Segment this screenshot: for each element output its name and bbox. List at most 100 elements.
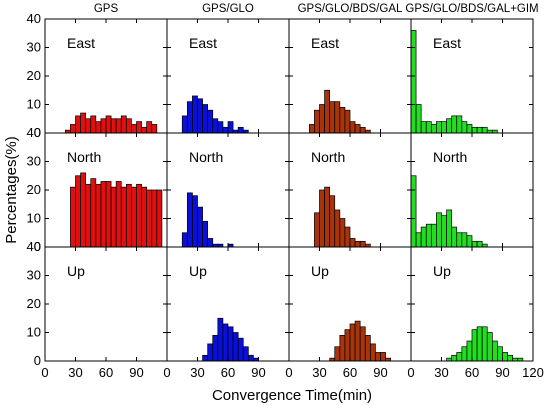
bar-c2-r2-b9 [334, 346, 341, 362]
x-tick-label: 30 [312, 365, 326, 380]
y-tick-label: 0 [34, 353, 41, 368]
y-tick-label: 0 [34, 239, 41, 254]
bar-c3-r1-b13 [476, 240, 483, 248]
bar-c2-r2-b10 [339, 335, 346, 362]
panel-label-up: Up [189, 263, 207, 279]
bar-c3-r0-b6 [441, 121, 447, 134]
bar-c0-r0-b5 [70, 124, 76, 134]
panel-label-east: East [189, 35, 217, 51]
panel-c3-r2: 0 30 60 90 120 Up [407, 246, 544, 380]
bar-c1-r2-b10 [217, 317, 224, 362]
bar-c1-r0-b10 [217, 121, 224, 134]
bar-c3-r0-b2 [420, 121, 427, 134]
bar-c3-r1-b11 [466, 235, 473, 248]
bar-c1-r2-b13 [232, 332, 239, 362]
y-tick-label: 10 [27, 211, 41, 226]
bar-c2-r2-b13 [354, 320, 361, 362]
bar-c0-r1-b15 [120, 186, 127, 248]
bar-c2-r2-b11 [344, 329, 351, 362]
x-tick-label: 60 [99, 365, 113, 380]
bar-c3-r2-b8 [451, 354, 458, 362]
bar-c0-r0-b19 [141, 126, 148, 134]
bar-c2-r1-b5 [314, 212, 320, 248]
bar-c3-r0-b12 [471, 126, 478, 134]
bar-c0-r1-b22 [156, 189, 163, 248]
panel-label-north: North [189, 149, 223, 165]
y-tick-label: 10 [27, 325, 41, 340]
bar-c0-r1-b10 [95, 183, 102, 248]
bar-c2-r0-b9 [334, 101, 341, 134]
bar-c0-r0-b12 [105, 115, 112, 134]
bar-c1-r2-b12 [227, 326, 234, 362]
x-tick-label: 0 [285, 365, 292, 380]
bar-c3-r2-b9 [456, 352, 463, 362]
panel-c1-r1: North [166, 132, 290, 248]
bar-c3-r0-b1 [415, 104, 422, 134]
panel-label-up: Up [67, 263, 85, 279]
bar-c0-r0-b18 [136, 121, 142, 134]
bar-c0-r1-b20 [146, 189, 153, 248]
bar-c2-r1-b13 [354, 240, 361, 248]
bar-c0-r0-b17 [131, 124, 137, 134]
x-tick-label: 90 [129, 365, 143, 380]
bar-c2-r0-b4 [308, 124, 315, 134]
y-tick-label: 20 [27, 182, 41, 197]
x-tick-label: 0 [163, 365, 170, 380]
y-tick-label: 30 [27, 40, 41, 55]
bar-c0-r0-b10 [95, 121, 102, 134]
bar-c0-r1-b8 [85, 183, 92, 248]
bar-c3-r1-b5 [436, 212, 442, 248]
bar-c2-r2-b15 [364, 335, 371, 362]
column-title-2: GPS/GLO/BDS/GAL [298, 3, 403, 15]
column-title-3: GPS/GLO/BDS/GAL+GIM [405, 3, 538, 15]
bar-c0-r1-b11 [100, 181, 107, 248]
panel-label-north: North [67, 149, 101, 165]
panel-label-east: East [311, 35, 339, 51]
x-tick-label: 30 [68, 365, 82, 380]
bar-c2-r2-b12 [349, 323, 356, 362]
bar-c0-r0-b20 [146, 121, 153, 134]
bar-c1-r0-b5 [192, 95, 198, 134]
x-tick-label: 30 [434, 365, 448, 380]
y-tick-label: 40 [27, 11, 41, 26]
bar-c1-r0-b9 [212, 118, 219, 134]
panel-frame [166, 132, 290, 248]
bar-c0-r0-b8 [85, 118, 92, 134]
bar-c1-r1-b6 [197, 206, 203, 248]
bar-c0-r1-b7 [80, 172, 87, 248]
panel-label-north: North [433, 149, 467, 165]
bar-c1-r0-b11 [222, 126, 229, 134]
bar-c1-r0-b12 [227, 121, 234, 134]
bar-c0-r1-b16 [125, 183, 132, 248]
bar-c3-r1-b3 [425, 223, 432, 248]
y-tick-label: 40 [27, 239, 41, 254]
bar-c3-r1-b6 [441, 215, 447, 248]
bar-c1-r0-b7 [202, 104, 209, 134]
bar-c3-r0-b0 [410, 30, 417, 134]
x-tick-label: 30 [190, 365, 204, 380]
bar-c0-r0-b15 [120, 115, 127, 134]
bar-c1-r0-b8 [207, 109, 214, 134]
bar-c3-r2-b10 [461, 346, 468, 362]
panel-c1-r0: East [166, 18, 290, 134]
bar-c2-r0-b12 [349, 121, 356, 134]
bar-c3-r0-b3 [425, 121, 432, 134]
bar-c1-r1-b4 [186, 192, 193, 248]
panel-frame [410, 18, 534, 134]
bar-c3-r1-b12 [471, 240, 478, 248]
bar-c3-r0-b5 [436, 121, 442, 134]
bar-c3-r1-b8 [451, 226, 458, 248]
panel-c2-r2: 0 30 60 90 Up [285, 246, 412, 380]
bar-c1-r2-b14 [237, 337, 244, 362]
bar-c1-r0-b6 [197, 98, 203, 134]
bar-c2-r0-b6 [319, 104, 325, 134]
bar-c3-r2-b15 [486, 332, 493, 362]
bar-c2-r1-b14 [359, 240, 366, 248]
bar-c0-r0-b21 [151, 124, 158, 134]
y-tick-label: 40 [27, 125, 41, 140]
y-axis-label: Percentages(%) [3, 136, 20, 244]
panel-label-east: East [67, 35, 95, 51]
bar-c2-r0-b5 [314, 109, 320, 134]
